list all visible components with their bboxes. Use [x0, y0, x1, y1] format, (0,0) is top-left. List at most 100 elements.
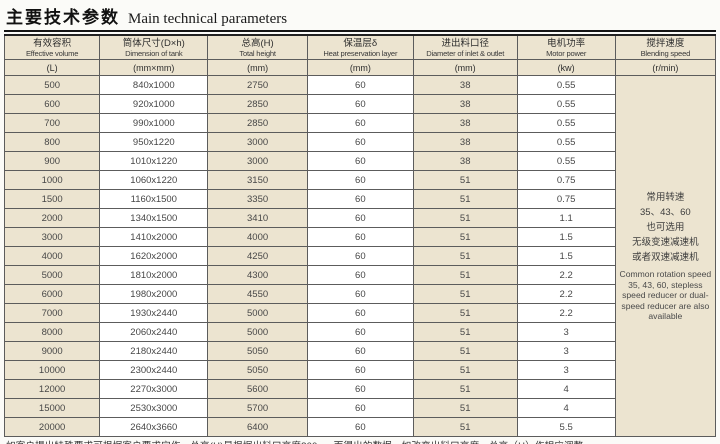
header-en: Motor power	[546, 49, 587, 58]
table-cell: 4550	[207, 284, 308, 304]
column-header-motor-power: 电机功率 Motor power	[516, 34, 616, 60]
table-row: 6000 1980x2000 4550 60 51 2.2	[3, 284, 716, 304]
table-cell: 60	[306, 227, 414, 247]
table-cell: 51	[412, 360, 518, 380]
speed-note-zh-line: 常用转速	[646, 192, 685, 204]
footnote: 如客户提出特殊要求可根据客户要求定作。总高(H)是根据出料口高度800mm而得出…	[4, 437, 716, 444]
table-cell: 60	[306, 360, 414, 380]
unit-cell: (mm)	[306, 59, 414, 76]
table-cell: 60	[306, 75, 414, 95]
table-cell: 1500	[3, 189, 101, 209]
table-row: 2000 1340x1500 3410 60 51 1.1	[3, 208, 716, 228]
page-title-zh: 主要技术参数	[6, 8, 120, 27]
table-cell: 0.55	[516, 113, 616, 133]
header-en: Blending speed	[640, 49, 691, 58]
table-cell: 5050	[207, 341, 308, 361]
table-cell: 0.75	[516, 170, 616, 190]
header-en: Total height	[239, 49, 276, 58]
table-cell: 1930x2440	[99, 303, 209, 323]
table-cell: 51	[412, 265, 518, 285]
table-cell: 4250	[207, 246, 308, 266]
table-cell: 4300	[207, 265, 308, 285]
table-row: 9000 2180x2440 5050 60 51 3	[3, 341, 716, 361]
table-header: 有效容积 Effective volume 筒体尺寸(D×h) Dimensio…	[3, 34, 717, 76]
table-cell: 51	[412, 379, 518, 399]
table-cell: 60	[306, 132, 414, 152]
table-cell: 0.55	[516, 94, 616, 114]
table-cell: 5000	[207, 322, 308, 342]
table-row: 7000 1930x2440 5000 60 51 2.2	[3, 303, 716, 323]
speed-note-en: Common rotation speed 35, 43, 60, steple…	[619, 269, 712, 322]
page-title: 主要技术参数 Main technical parameters	[4, 2, 716, 30]
table-cell: 2000	[3, 208, 101, 228]
table-cell: 920x1000	[99, 94, 209, 114]
table-cell: 51	[412, 189, 518, 209]
header-zh: 筒体尺寸(D×h)	[122, 38, 185, 49]
column-header-dimension: 筒体尺寸(D×h) Dimension of tank	[99, 34, 209, 60]
unit-cell: (mm)	[412, 59, 518, 76]
table-cell: 2300x2440	[99, 360, 209, 380]
unit-row: (L) (mm×mm) (mm) (mm) (mm) (kw) (r/min)	[3, 59, 717, 76]
table-row: 20000 2640x3660 6400 60 51 5.5	[3, 417, 716, 437]
table-row: 5000 1810x2000 4300 60 51 2.2	[3, 265, 716, 285]
table-cell: 38	[412, 151, 518, 171]
table-cell: 0.55	[516, 132, 616, 152]
table-row: 800 950x1220 3000 60 38 0.55	[3, 132, 716, 152]
table-cell: 9000	[3, 341, 101, 361]
table-cell: 60	[306, 417, 414, 437]
header-zh: 电机功率	[547, 38, 586, 49]
table-row: 900 1010x1220 3000 60 38 0.55	[3, 151, 716, 171]
table-row: 4000 1620x2000 4250 60 51 1.5	[3, 246, 716, 266]
table-cell: 60	[306, 246, 414, 266]
table-cell: 60	[306, 379, 414, 399]
table-cell: 600	[3, 94, 101, 114]
table-cell: 2270x3000	[99, 379, 209, 399]
header-en: Effective volume	[25, 49, 79, 58]
table-cell: 1980x2000	[99, 284, 209, 304]
table-cell: 3000	[3, 227, 101, 247]
table-cell: 840x1000	[99, 75, 209, 95]
table-cell: 3	[516, 322, 616, 342]
page-title-en: Main technical parameters	[128, 11, 288, 27]
table-cell: 51	[412, 208, 518, 228]
table-cell: 51	[412, 246, 518, 266]
unit-cell: (mm×mm)	[99, 59, 209, 76]
table-cell: 2.2	[516, 284, 616, 304]
table-cell: 60	[306, 341, 414, 361]
table-row: 700 990x1000 2850 60 38 0.55	[3, 113, 716, 133]
table-cell: 1340x1500	[99, 208, 209, 228]
table-cell: 4000	[207, 227, 308, 247]
table-cell: 51	[412, 170, 518, 190]
table-cell: 60	[306, 208, 414, 228]
table-cell: 5700	[207, 398, 308, 418]
table-row: 1500 1160x1500 3350 60 51 0.75	[3, 189, 716, 209]
table-cell: 60	[306, 189, 414, 209]
table-row: 10000 2300x2440 5050 60 51 3	[3, 360, 716, 380]
table-cell: 3000	[207, 151, 308, 171]
table-cell: 0.55	[516, 151, 616, 171]
table-cell: 5000	[207, 303, 308, 323]
table-cell: 4	[516, 379, 616, 399]
table-cell: 51	[412, 341, 518, 361]
table-cell: 500	[3, 75, 101, 95]
table-cell: 2.2	[516, 303, 616, 323]
speed-note-zh-line: 无级变速减速机	[632, 237, 699, 249]
table-cell: 51	[412, 227, 518, 247]
table-cell: 38	[412, 132, 518, 152]
table-cell: 900	[3, 151, 101, 171]
footnote-zh: 如客户提出特殊要求可根据客户要求定作。总高(H)是根据出料口高度800mm而得出…	[6, 440, 715, 444]
table-row: 15000 2530x3000 5700 60 51 4	[3, 398, 716, 418]
table-cell: 12000	[3, 379, 101, 399]
table-cell: 1.1	[516, 208, 616, 228]
unit-cell: (L)	[3, 59, 101, 76]
table-cell: 60	[306, 170, 414, 190]
table-cell: 3410	[207, 208, 308, 228]
table-cell: 38	[412, 75, 518, 95]
table-cell: 51	[412, 284, 518, 304]
header-row: 有效容积 Effective volume 筒体尺寸(D×h) Dimensio…	[3, 34, 717, 60]
table-cell: 60	[306, 322, 414, 342]
column-header-inlet-outlet: 进出料口径 Diameter of inlet & outlet	[412, 34, 518, 60]
table-cell: 0.75	[516, 189, 616, 209]
header-zh: 搅拌速度	[646, 38, 685, 49]
